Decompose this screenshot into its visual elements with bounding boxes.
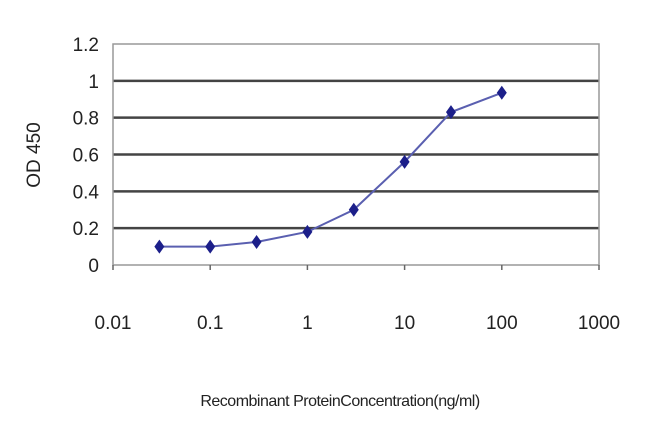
x-tick-label: 1000	[578, 313, 620, 334]
data-point	[348, 202, 359, 217]
series-line	[159, 91, 503, 248]
y-tick-label: 0	[88, 256, 99, 277]
data-point	[251, 234, 262, 249]
y-axis-label: OD 450	[24, 122, 45, 187]
data-point	[302, 224, 313, 239]
data-point	[496, 85, 507, 100]
y-tick-label: 1	[88, 72, 99, 93]
x-tick-label: 0.1	[197, 313, 223, 334]
plot-area-border	[112, 43, 600, 266]
y-tick-label: 0.8	[73, 109, 99, 130]
x-tick-label: 10	[394, 313, 415, 334]
y-tick-label: 0.4	[73, 182, 100, 203]
y-tick-label: 0.6	[73, 146, 99, 167]
x-axis-label: Recombinant ProteinConcentration(ng/ml)	[200, 393, 479, 410]
data-point	[154, 239, 165, 254]
y-tick-label: 1.2	[73, 35, 99, 56]
y-tick-label: 0.2	[73, 219, 99, 240]
data-point	[445, 105, 456, 120]
x-tick-label: 0.01	[95, 313, 132, 334]
data-point	[399, 154, 410, 169]
x-tick-label: 100	[486, 313, 518, 334]
x-tick-label: 1	[302, 313, 313, 334]
gridlines	[113, 79, 599, 230]
y-axis-ticks: 0 0.2 0.4 0.6 0.8 1 1.2	[73, 35, 100, 277]
x-axis-ticks: 0.01 0.1 1 10 100 1000	[95, 265, 620, 334]
data-point	[205, 239, 216, 254]
series	[154, 85, 507, 254]
